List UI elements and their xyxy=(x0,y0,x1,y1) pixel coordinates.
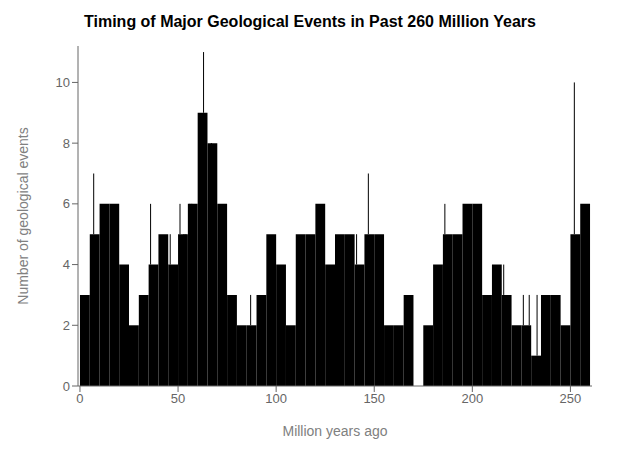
svg-text:0: 0 xyxy=(63,379,70,394)
svg-text:200: 200 xyxy=(461,391,483,406)
svg-text:100: 100 xyxy=(265,391,287,406)
svg-text:150: 150 xyxy=(363,391,385,406)
svg-text:Number of geological events: Number of geological events xyxy=(15,127,31,304)
svg-text:8: 8 xyxy=(63,136,70,151)
svg-text:10: 10 xyxy=(56,75,70,90)
svg-text:Million years ago: Million years ago xyxy=(282,423,387,439)
html-text:Timing of Major Geological Eve: Timing of Major Geological Events in Pas… xyxy=(84,13,536,30)
svg-text:6: 6 xyxy=(63,196,70,211)
svg-text:250: 250 xyxy=(560,391,582,406)
svg-text:4: 4 xyxy=(63,257,70,272)
svg-text:50: 50 xyxy=(171,391,185,406)
svg-text:2: 2 xyxy=(63,318,70,333)
svg-text:0: 0 xyxy=(76,391,83,406)
